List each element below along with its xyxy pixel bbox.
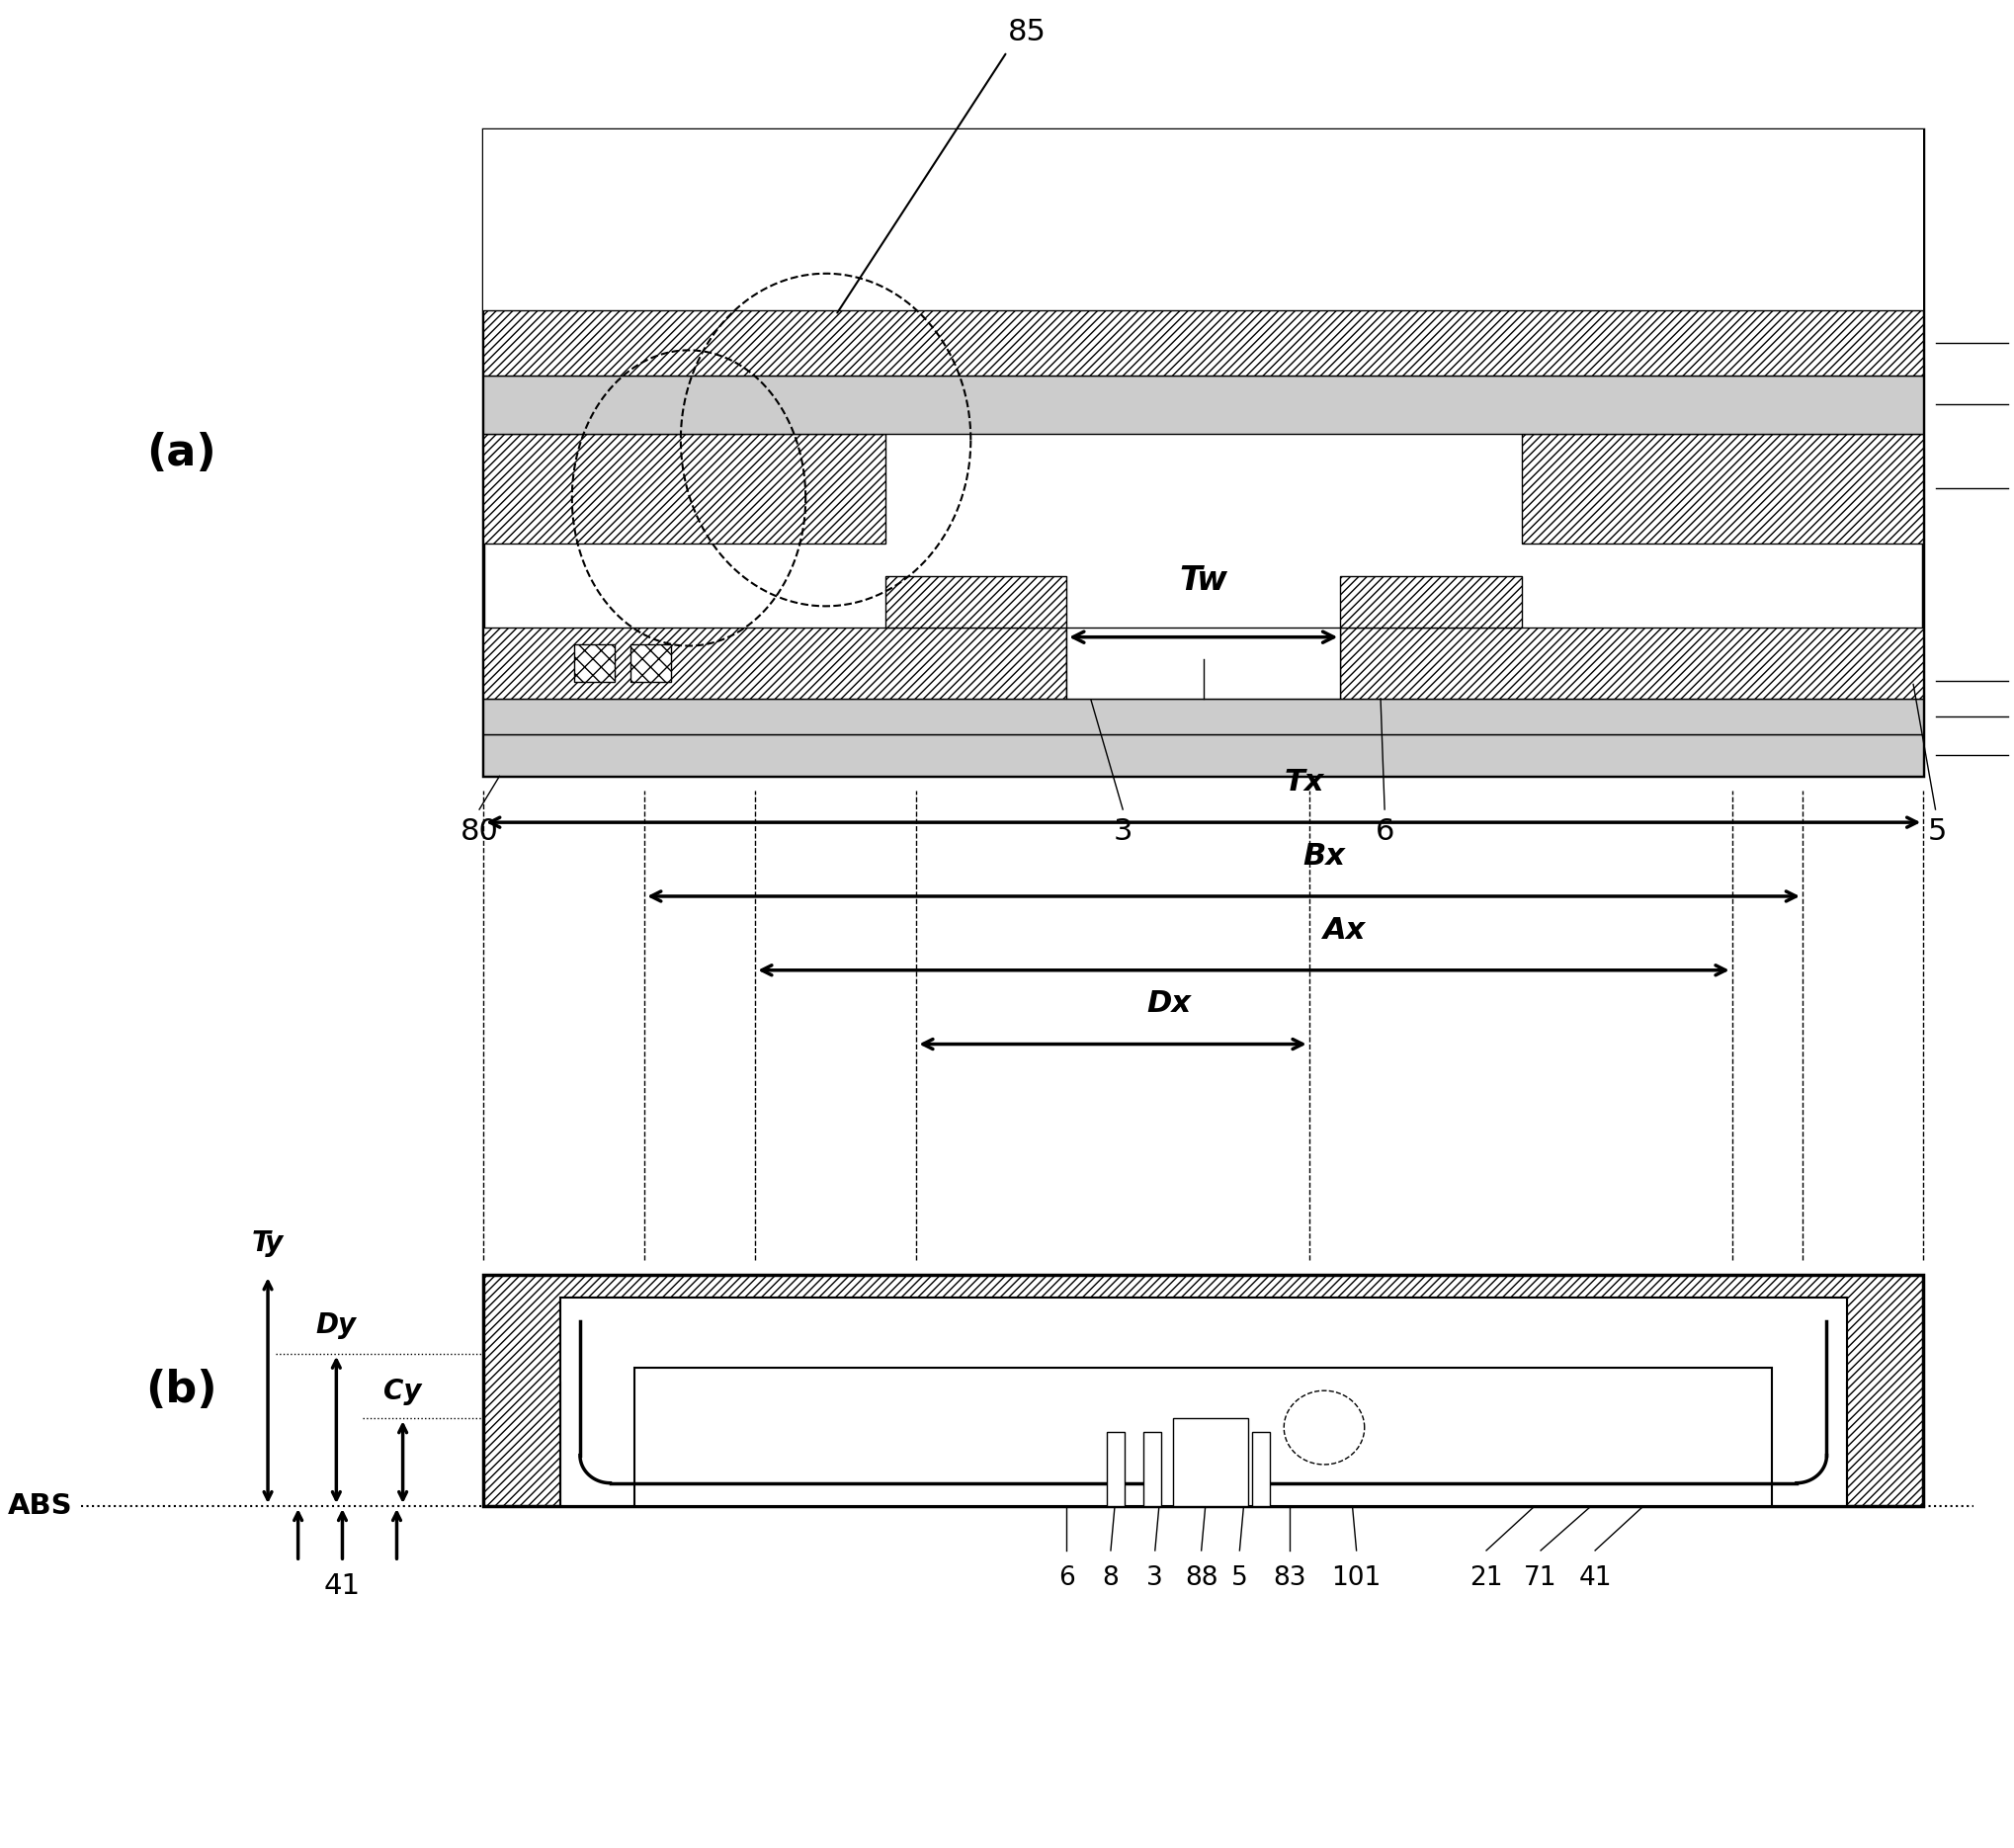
Text: 80: 80 xyxy=(459,817,499,846)
Text: Cy: Cy xyxy=(385,1379,421,1404)
Bar xyxy=(1065,628,1339,699)
Bar xyxy=(483,129,1923,310)
Bar xyxy=(1251,1432,1269,1506)
Text: 41: 41 xyxy=(1579,1565,1611,1591)
Bar xyxy=(483,310,1923,375)
Bar xyxy=(1106,1432,1124,1506)
Text: Dx: Dx xyxy=(1146,989,1192,1018)
Text: 71: 71 xyxy=(1525,1565,1557,1591)
Bar xyxy=(630,645,671,682)
Bar xyxy=(1341,575,1521,628)
Text: 5: 5 xyxy=(1927,817,1948,846)
Text: (b): (b) xyxy=(145,1369,218,1410)
Bar xyxy=(634,1368,1772,1506)
Bar xyxy=(483,1275,1923,1506)
Text: 5: 5 xyxy=(1231,1565,1249,1591)
Text: Bx: Bx xyxy=(1303,841,1345,870)
Text: Tw: Tw xyxy=(1178,564,1229,597)
Bar xyxy=(560,1297,1847,1506)
Text: 21: 21 xyxy=(1470,1565,1502,1591)
Text: 101: 101 xyxy=(1331,1565,1382,1591)
Text: 8: 8 xyxy=(1102,1565,1120,1591)
Text: 41: 41 xyxy=(324,1573,361,1600)
Text: Ax: Ax xyxy=(1323,915,1365,944)
Text: Dy: Dy xyxy=(316,1312,356,1338)
Text: 3: 3 xyxy=(1146,1565,1164,1591)
Bar xyxy=(483,699,1923,734)
Bar xyxy=(1521,432,1923,543)
Bar xyxy=(884,575,1065,628)
Bar xyxy=(483,129,1923,776)
Text: Ty: Ty xyxy=(252,1229,284,1257)
Bar xyxy=(1178,1432,1196,1506)
Bar xyxy=(483,734,1923,776)
Text: 6: 6 xyxy=(1376,817,1394,846)
Bar xyxy=(483,432,884,543)
Text: 3: 3 xyxy=(1114,817,1132,846)
Bar xyxy=(560,1297,1847,1382)
Text: 85: 85 xyxy=(1007,17,1047,46)
Bar xyxy=(483,628,1065,699)
Text: 6: 6 xyxy=(1057,1565,1075,1591)
Text: Tx: Tx xyxy=(1285,767,1323,796)
Bar xyxy=(1142,1432,1160,1506)
Bar xyxy=(483,375,1923,432)
Text: ABS: ABS xyxy=(8,1493,73,1519)
Text: 88: 88 xyxy=(1184,1565,1218,1591)
Bar xyxy=(560,1297,1847,1506)
Text: (a): (a) xyxy=(147,432,215,473)
Text: 83: 83 xyxy=(1273,1565,1307,1591)
Bar xyxy=(574,645,614,682)
Bar xyxy=(1172,1419,1247,1506)
Bar xyxy=(1214,1432,1233,1506)
Bar xyxy=(1341,628,1923,699)
